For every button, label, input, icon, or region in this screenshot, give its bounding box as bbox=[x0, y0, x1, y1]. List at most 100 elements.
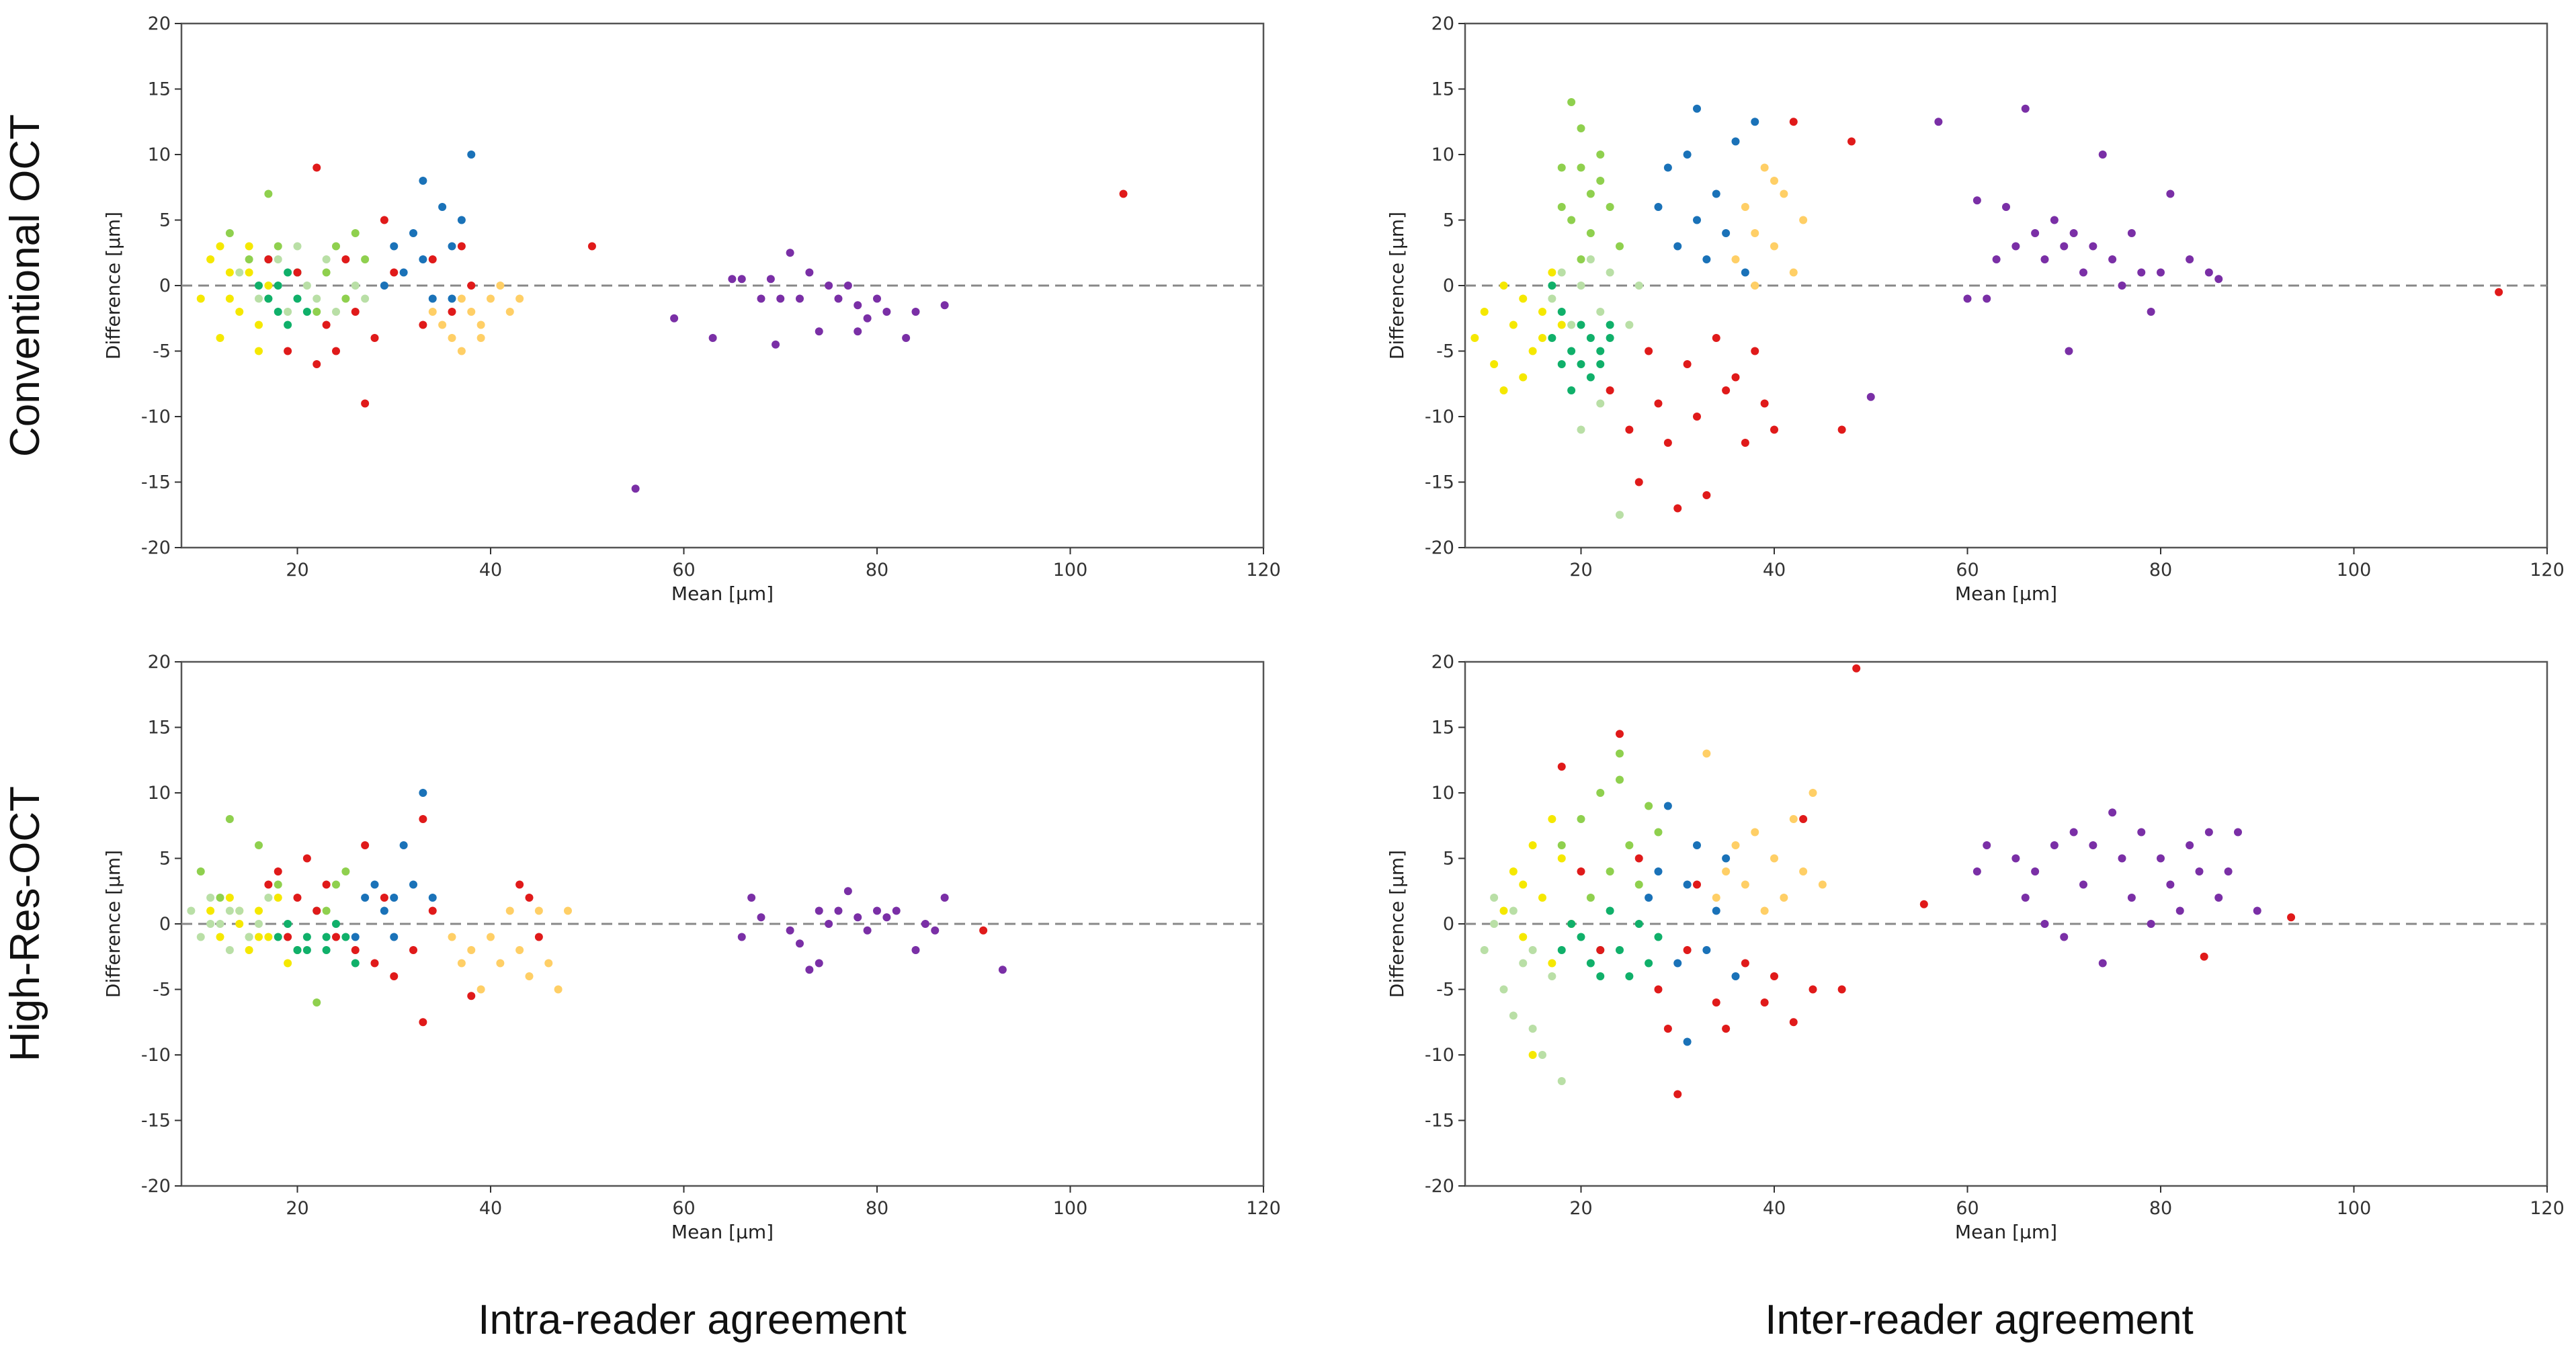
data-point-red bbox=[1702, 491, 1711, 499]
data-point-pale_green bbox=[1509, 906, 1518, 915]
data-point-green bbox=[351, 959, 360, 968]
data-point-green bbox=[293, 946, 302, 954]
data-point-yellow bbox=[1509, 321, 1518, 329]
data-point-purple bbox=[825, 920, 833, 928]
data-point-yellow bbox=[264, 282, 273, 290]
y-tick-label: -20 bbox=[141, 538, 171, 558]
data-point-red bbox=[428, 255, 437, 263]
data-point-yellow bbox=[235, 920, 244, 928]
data-point-orange bbox=[487, 933, 495, 941]
x-tick-label: 60 bbox=[1956, 1198, 1979, 1219]
data-point-red bbox=[332, 347, 340, 355]
data-point-red bbox=[361, 841, 370, 849]
data-point-orange bbox=[1751, 828, 1759, 837]
y-axis-label: Difference [µm] bbox=[1386, 850, 1408, 998]
data-point-green bbox=[1548, 282, 1556, 290]
data-point-pale_green bbox=[225, 946, 234, 954]
data-point-red bbox=[428, 906, 437, 915]
data-point-yellow bbox=[196, 294, 205, 303]
data-point-red bbox=[2495, 288, 2503, 296]
data-point-red bbox=[370, 334, 379, 342]
data-point-purple bbox=[873, 294, 881, 303]
data-point-green bbox=[302, 946, 311, 954]
data-point-green bbox=[1596, 972, 1605, 980]
data-point-light_green bbox=[1557, 203, 1566, 211]
x-axis-label: Mean [µm] bbox=[671, 1221, 774, 1243]
data-point-green bbox=[1577, 360, 1585, 368]
data-point-orange bbox=[1818, 880, 1827, 889]
y-tick-label: -15 bbox=[1425, 472, 1454, 493]
data-point-purple bbox=[1866, 392, 1875, 401]
data-point-red bbox=[1683, 360, 1692, 368]
x-axis-label: Mean [µm] bbox=[1955, 1221, 2057, 1243]
data-point-purple bbox=[2137, 828, 2146, 837]
data-point-purple bbox=[815, 327, 823, 336]
data-point-green bbox=[322, 946, 331, 954]
data-point-green bbox=[1654, 933, 1663, 941]
data-point-yellow bbox=[245, 946, 253, 954]
data-point-red bbox=[1577, 867, 1585, 876]
data-point-purple bbox=[757, 913, 765, 922]
data-point-yellow bbox=[1528, 1051, 1537, 1059]
x-tick-label: 80 bbox=[2149, 1198, 2172, 1219]
y-tick-label: -5 bbox=[1436, 341, 1454, 362]
data-point-purple bbox=[631, 484, 640, 493]
data-point-orange bbox=[534, 906, 543, 915]
data-point-purple bbox=[1983, 841, 1991, 849]
data-point-purple bbox=[2021, 894, 2030, 902]
data-point-light_green bbox=[274, 242, 282, 251]
data-point-orange bbox=[544, 959, 553, 968]
data-point-blue bbox=[380, 906, 388, 915]
data-point-blue bbox=[1693, 216, 1701, 224]
data-point-orange bbox=[457, 959, 466, 968]
data-point-blue bbox=[1683, 880, 1692, 889]
data-point-blue bbox=[1722, 854, 1731, 863]
x-tick-label: 120 bbox=[1246, 560, 1281, 581]
data-point-yellow bbox=[225, 294, 234, 303]
data-point-red bbox=[1712, 334, 1720, 342]
data-point-purple bbox=[1972, 867, 1981, 876]
data-point-orange bbox=[1770, 177, 1778, 185]
x-tick-label: 100 bbox=[1053, 1198, 1088, 1219]
data-point-orange bbox=[1799, 216, 1808, 224]
data-point-blue bbox=[419, 789, 427, 797]
data-point-light_green bbox=[1586, 189, 1595, 198]
data-point-orange bbox=[554, 985, 563, 994]
data-point-red bbox=[1837, 425, 1846, 434]
data-point-red bbox=[390, 268, 399, 277]
data-point-pale_green bbox=[284, 308, 292, 316]
data-point-orange bbox=[1809, 789, 1817, 797]
data-point-pale_green bbox=[235, 268, 244, 277]
data-point-red bbox=[1751, 347, 1759, 355]
data-point-light_green bbox=[1596, 151, 1605, 159]
data-point-red bbox=[1919, 900, 1928, 908]
data-point-red bbox=[409, 946, 417, 954]
data-point-purple bbox=[2108, 808, 2117, 817]
data-point-orange bbox=[1751, 229, 1759, 237]
data-point-red bbox=[1634, 854, 1643, 863]
data-point-purple bbox=[796, 294, 804, 303]
data-point-light_green bbox=[341, 294, 350, 303]
data-point-yellow bbox=[216, 242, 224, 251]
data-point-green bbox=[1586, 334, 1595, 342]
data-point-green bbox=[1548, 334, 1556, 342]
data-point-red bbox=[1663, 439, 1672, 447]
data-point-orange bbox=[1731, 841, 1740, 849]
data-point-blue bbox=[1712, 906, 1720, 915]
data-point-pale_green bbox=[274, 255, 282, 263]
data-point-red bbox=[1789, 1018, 1798, 1027]
data-point-yellow bbox=[1538, 308, 1546, 316]
data-point-purple bbox=[2050, 841, 2059, 849]
data-point-purple bbox=[854, 301, 862, 310]
data-point-yellow bbox=[1499, 386, 1508, 394]
data-point-blue bbox=[1663, 802, 1672, 810]
data-point-purple bbox=[772, 340, 780, 349]
data-point-yellow bbox=[206, 255, 215, 263]
data-point-purple bbox=[931, 926, 940, 935]
data-point-purple bbox=[2234, 828, 2242, 837]
data-point-pale_green bbox=[206, 894, 215, 902]
data-point-pale_green bbox=[255, 920, 263, 928]
data-point-red bbox=[380, 216, 388, 224]
y-tick-label: 20 bbox=[1431, 13, 1454, 34]
data-point-red bbox=[351, 946, 360, 954]
